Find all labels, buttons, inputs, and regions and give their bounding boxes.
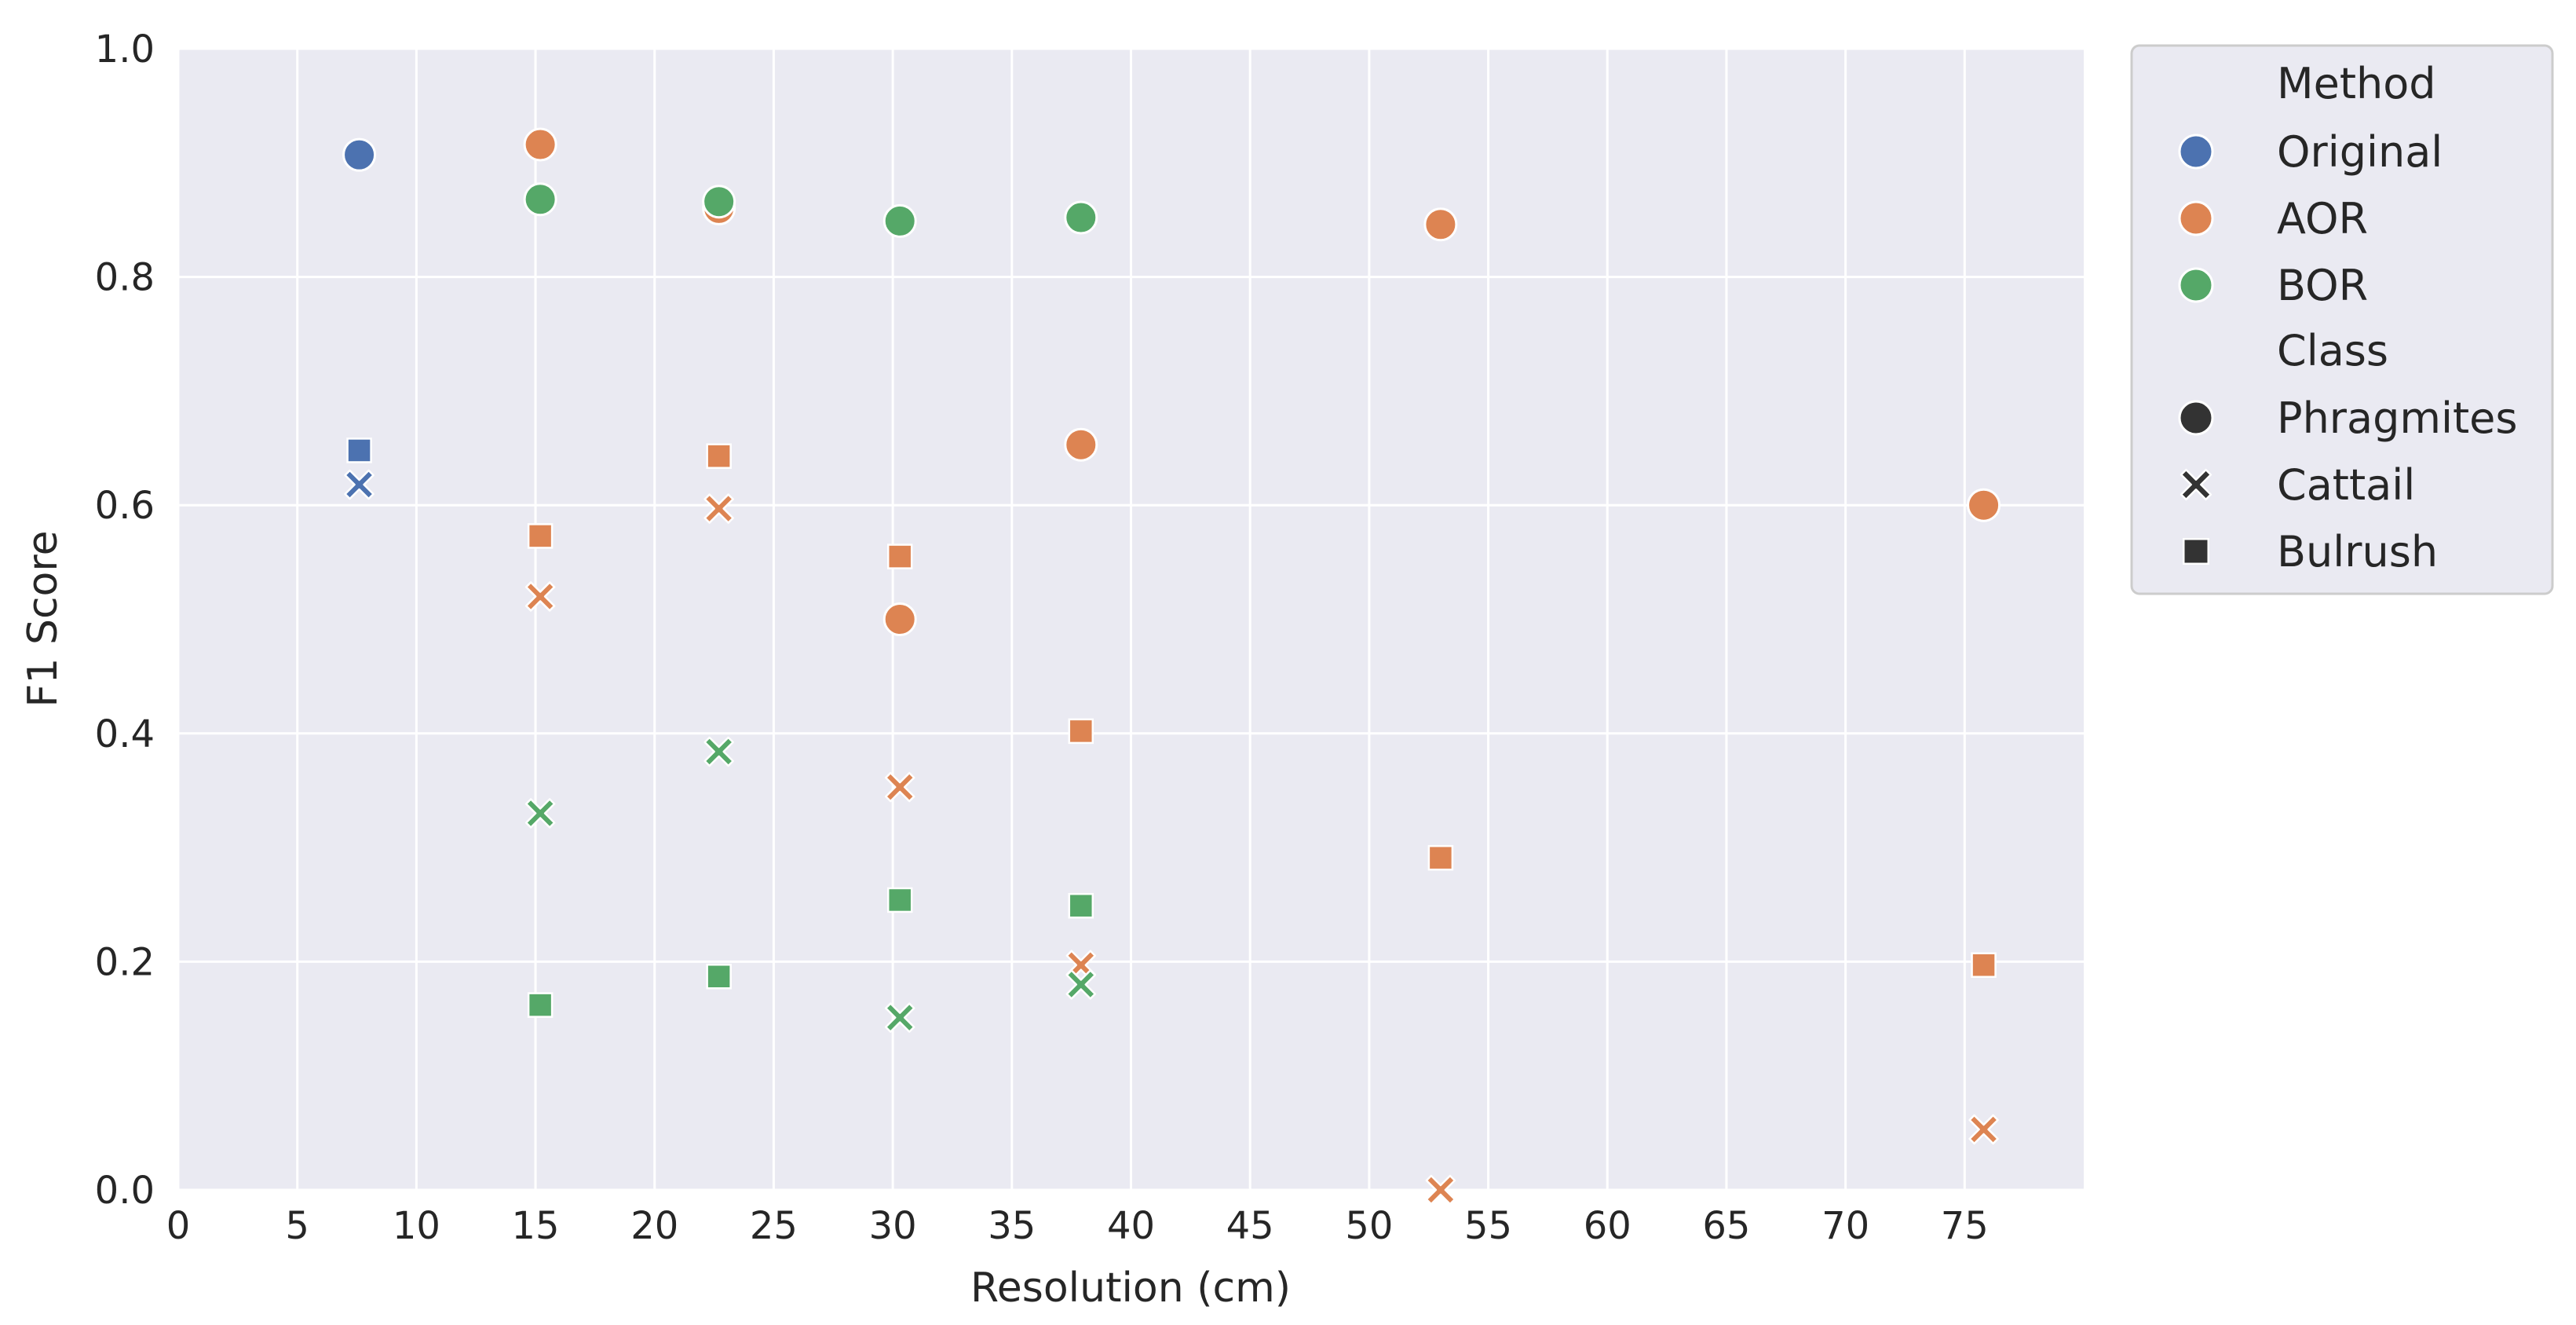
data-point-original-phragmites (342, 137, 377, 172)
x-tick-label: 10 (393, 1204, 440, 1248)
data-point-aor-phragmites (882, 602, 917, 636)
data-point-bor-cattail (884, 1002, 915, 1033)
data-point-aor-bulrush (706, 443, 732, 469)
legend-label-cattail: Cattail (2277, 460, 2415, 510)
legend-marker-original (2178, 134, 2214, 170)
data-point-aor-phragmites (1423, 207, 1458, 242)
legend: Method Original AOR BOR Class Phragmites Ca… (2130, 44, 2554, 595)
legend-label-phragmites: Phragmites (2277, 393, 2518, 443)
legend-marker-phragmites (2178, 400, 2214, 436)
data-point-bor-bulrush (1068, 892, 1094, 919)
x-tick-label: 15 (512, 1204, 560, 1248)
x-tick-label: 30 (869, 1204, 917, 1248)
data-point-bor-bulrush (527, 992, 554, 1018)
data-point-bor-phragmites (523, 182, 557, 217)
data-point-aor-phragmites (1967, 488, 2001, 522)
x-axis-ticks: 0 5 10 15 20 25 30 35 40 45 50 55 60 65 70 75 (166, 1204, 1989, 1248)
legend-frame (2130, 44, 2554, 595)
x-tick-label: 5 (285, 1204, 309, 1248)
data-point-aor-bulrush (1068, 718, 1094, 745)
data-point-aor-phragmites (1064, 427, 1098, 462)
y-tick-label: 1.0 (95, 27, 155, 71)
data-point-bor-bulrush (886, 887, 913, 913)
data-point-aor-cattail (884, 771, 915, 803)
legend-marker-aor (2178, 200, 2214, 236)
x-axis-label: Resolution (cm) (970, 1265, 1291, 1312)
grid-lines (177, 47, 2084, 1191)
x-tick-label: 0 (166, 1204, 191, 1248)
y-tick-label: 0.8 (95, 256, 155, 300)
x-tick-label: 35 (988, 1204, 1036, 1248)
x-tick-label: 65 (1702, 1204, 1750, 1248)
y-tick-label: 0.0 (95, 1169, 155, 1213)
y-tick-label: 0.4 (95, 712, 155, 756)
x-tick-label: 40 (1107, 1204, 1155, 1248)
x-tick-label: 70 (1821, 1204, 1869, 1248)
x-tick-label: 20 (630, 1204, 678, 1248)
data-point-aor-bulrush (1971, 952, 1997, 979)
data-point-original-bulrush (346, 437, 372, 463)
legend-title-class: Class (2277, 326, 2388, 375)
y-axis-ticks: 0.0 0.2 0.4 0.6 0.8 1.0 (95, 27, 155, 1213)
data-point-aor-cattail (1968, 1114, 1999, 1145)
legend-label-original: Original (2277, 127, 2443, 177)
legend-marker-bor (2178, 267, 2214, 303)
data-point-bor-phragmites (702, 185, 736, 219)
legend-label-bulrush: Bulrush (2277, 527, 2438, 576)
data-point-aor-cattail (703, 493, 734, 524)
data-point-bor-bulrush (706, 964, 732, 990)
data-point-bor-cattail (703, 736, 734, 767)
data-point-aor-bulrush (527, 523, 554, 549)
data-point-bor-cattail (524, 798, 556, 829)
data-point-aor-bulrush (886, 544, 913, 569)
x-tick-label: 55 (1464, 1204, 1512, 1248)
y-tick-label: 0.2 (95, 940, 155, 984)
legend-marker-bulrush (2183, 538, 2209, 565)
data-point-bor-cattail (1065, 969, 1097, 1000)
data-points (342, 127, 2001, 1206)
x-tick-label: 50 (1345, 1204, 1393, 1248)
data-point-aor-phragmites (523, 127, 557, 162)
y-tick-label: 0.6 (95, 484, 155, 528)
y-axis-label: F1 Score (20, 530, 67, 707)
data-point-bor-phragmites (1064, 200, 1098, 235)
legend-label-bor: BOR (2277, 261, 2368, 310)
x-tick-label: 75 (1941, 1204, 1989, 1248)
legend-marker-cattail (2180, 468, 2212, 501)
data-point-original-cattail (344, 469, 375, 500)
data-point-aor-bulrush (1427, 844, 1454, 871)
legend-label-aor: AOR (2277, 194, 2368, 243)
x-tick-label: 45 (1226, 1204, 1274, 1248)
legend-title-method: Method (2277, 59, 2436, 108)
data-point-bor-phragmites (882, 203, 917, 238)
x-tick-label: 60 (1584, 1204, 1631, 1248)
data-point-aor-cattail (1425, 1174, 1456, 1206)
data-point-aor-cattail (524, 581, 556, 612)
x-tick-label: 25 (750, 1204, 798, 1248)
